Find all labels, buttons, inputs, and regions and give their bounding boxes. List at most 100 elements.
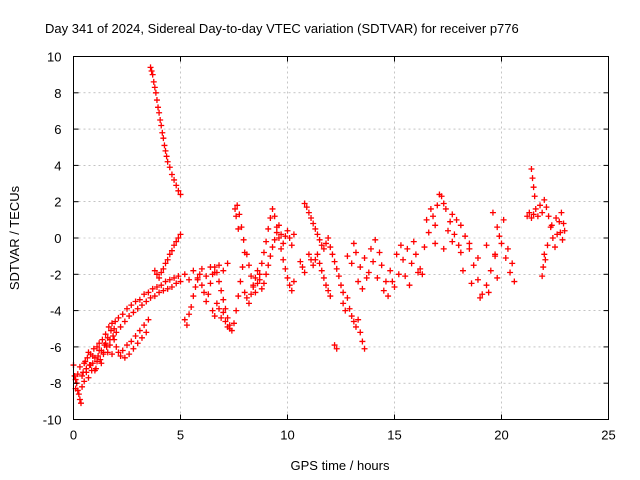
data-point: [164, 256, 171, 263]
data-point: [213, 269, 220, 276]
data-point: [132, 298, 139, 305]
data-point: [147, 64, 154, 71]
data-point: [138, 302, 145, 309]
data-point: [209, 307, 216, 314]
data-point: [397, 242, 404, 249]
data-point: [260, 280, 267, 287]
data-marks: [70, 64, 568, 407]
data-point: [487, 267, 494, 274]
data-point: [410, 238, 417, 245]
data-point: [252, 289, 259, 296]
data-point: [241, 289, 248, 296]
data-point: [423, 216, 430, 223]
data-point: [218, 314, 225, 321]
y-tick-label: 6: [54, 122, 61, 137]
data-point: [164, 158, 171, 165]
data-point: [220, 296, 227, 303]
data-point: [248, 273, 255, 280]
data-point: [404, 245, 411, 252]
data-point: [113, 329, 120, 336]
data-point: [209, 271, 216, 278]
data-point: [282, 265, 289, 272]
data-point: [100, 351, 107, 358]
data-point: [173, 238, 180, 245]
data-point: [141, 291, 148, 298]
data-point: [121, 354, 128, 361]
data-point: [348, 260, 355, 267]
data-point: [485, 289, 492, 296]
data-point: [554, 231, 561, 238]
data-point: [216, 305, 223, 312]
data-point: [79, 383, 86, 390]
data-point: [171, 176, 178, 183]
data-point: [378, 262, 385, 269]
data-point: [232, 205, 239, 212]
data-point: [151, 267, 158, 274]
data-point: [107, 327, 114, 334]
data-point: [350, 240, 357, 247]
data-point: [216, 262, 223, 269]
data-point: [284, 274, 291, 281]
data-point: [526, 209, 533, 216]
data-point: [181, 316, 188, 323]
data-point: [415, 269, 422, 276]
y-tick-label: -4: [50, 304, 62, 319]
data-point: [494, 224, 501, 231]
data-point: [284, 227, 291, 234]
data-point: [94, 343, 101, 350]
data-point: [252, 274, 259, 281]
data-point: [406, 282, 413, 289]
data-point: [273, 229, 280, 236]
data-point: [286, 235, 293, 241]
data-point: [148, 68, 155, 75]
data-point: [363, 274, 370, 281]
data-point: [402, 273, 409, 280]
data-point: [459, 267, 466, 274]
data-point: [149, 71, 156, 78]
data-point: [128, 302, 135, 309]
data-point: [171, 242, 178, 249]
data-point: [455, 242, 462, 249]
data-point: [128, 338, 135, 345]
data-point: [387, 267, 394, 274]
data-point: [156, 109, 163, 116]
data-point: [213, 300, 220, 307]
data-point: [539, 273, 546, 280]
data-point: [376, 249, 383, 256]
data-point: [540, 264, 547, 271]
y-tick-label: 0: [54, 231, 61, 246]
data-point: [224, 260, 231, 267]
series-afternoon-cluster: [344, 191, 518, 301]
data-point: [442, 205, 449, 212]
data-point: [75, 391, 82, 398]
y-tick-label: -10: [43, 413, 62, 428]
data-point: [395, 271, 402, 278]
data-point: [91, 367, 98, 374]
data-point: [117, 323, 124, 330]
series-rising-arc-to-zero: [151, 231, 184, 281]
data-point: [385, 293, 392, 300]
data-point: [308, 215, 315, 222]
data-point: [389, 278, 396, 285]
data-point: [449, 238, 456, 245]
data-point: [153, 284, 160, 291]
data-point: [509, 260, 516, 267]
data-point: [171, 274, 178, 281]
data-point: [205, 291, 212, 298]
data-point: [350, 318, 357, 325]
data-point: [211, 264, 218, 271]
data-point: [119, 311, 126, 318]
data-point: [544, 242, 551, 249]
data-point: [155, 104, 162, 111]
data-point: [451, 231, 458, 238]
data-point: [318, 267, 325, 274]
data-point: [77, 400, 84, 407]
data-point: [163, 153, 170, 160]
data-point: [168, 284, 175, 291]
data-point: [477, 294, 484, 301]
data-point: [151, 84, 158, 91]
data-point: [269, 244, 276, 251]
data-point: [559, 236, 566, 243]
data-point: [183, 322, 190, 329]
